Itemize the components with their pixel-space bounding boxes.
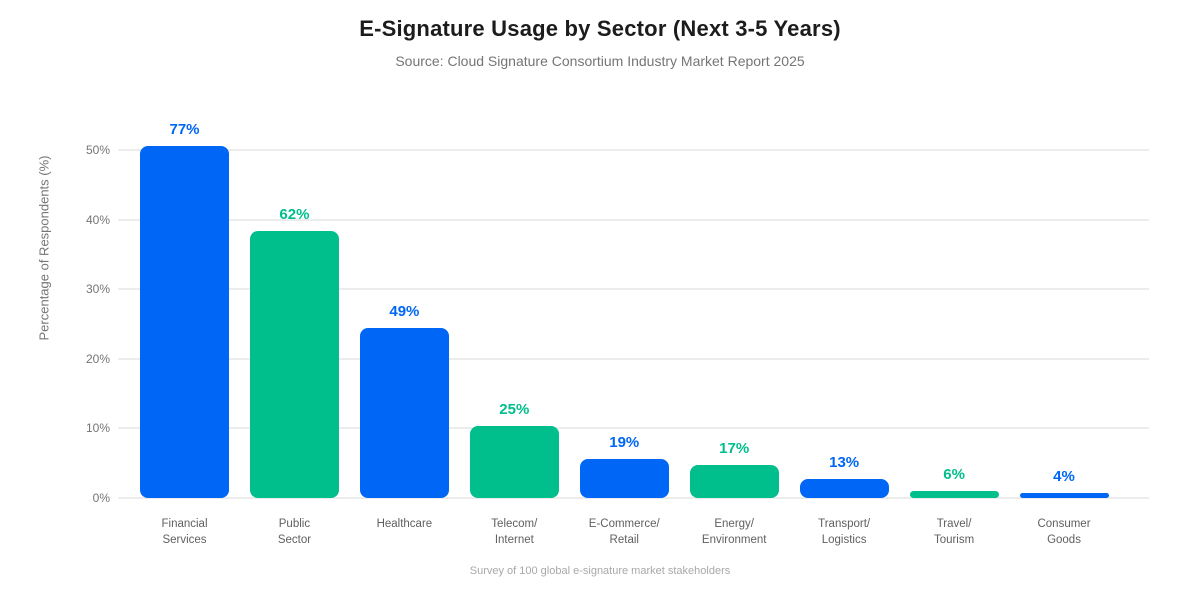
x-axis-label-line: Healthcare: [376, 518, 433, 530]
x-axis-label-line: Transport/: [818, 518, 871, 530]
bar-value-label-energy-environment: 17%: [719, 440, 750, 458]
x-axis-label-line: Travel/: [936, 518, 972, 530]
y-tick-label: 20%: [85, 351, 110, 366]
bar-financial-services: [140, 145, 229, 498]
bar-healthcare: [359, 328, 449, 498]
bar-e-commerce-retail: [579, 459, 669, 498]
x-axis-label-travel-tourism: Travel/Tourism: [898, 516, 1010, 548]
bar-value-label-e-commerce-retail: 19%: [609, 434, 640, 452]
x-axis-label-telecom-internet: Telecom/Internet: [458, 516, 570, 548]
bar-value-label-financial-services: 77%: [169, 120, 200, 138]
gridline-20: [118, 357, 1149, 360]
bar-value-label-public-sector: 62%: [279, 205, 310, 223]
x-axis-label-line: Retail: [609, 534, 639, 546]
chart-footnote: Survey of 100 global e-signature market …: [469, 565, 731, 577]
x-axis-label-transport-logistics: Transport/Logistics: [788, 516, 900, 548]
x-axis-label-line: Consumer: [1037, 518, 1091, 530]
chart-title: E-Signature Usage by Sector (Next 3-5 Ye…: [359, 16, 841, 41]
x-axis-label-line: Environment: [701, 534, 767, 546]
bar-telecom-internet: [469, 426, 559, 498]
bar-transport-logistics: [799, 479, 889, 498]
bar-value-label-travel-tourism: 6%: [943, 466, 965, 484]
x-axis-label-energy-environment: Energy/Environment: [678, 516, 790, 548]
gridline-50: [118, 149, 1149, 151]
y-tick-label: 40%: [85, 212, 110, 227]
x-axis-label-line: Logistics: [821, 534, 867, 546]
y-tick-label: 10%: [85, 421, 110, 436]
x-axis-label-line: Goods: [1047, 534, 1081, 546]
x-axis-label-e-commerce-retail: E-Commerce/Retail: [568, 516, 680, 548]
gridline-40: [118, 218, 1149, 221]
chart-subtitle: Source: Cloud Signature Consortium Indus…: [395, 53, 805, 69]
bar-travel-tourism: [909, 491, 999, 498]
y-tick-label: 30%: [85, 282, 110, 297]
y-tick-label: 50%: [85, 143, 110, 157]
x-axis-label-line: E-Commerce/: [588, 518, 660, 530]
x-axis-label-financial-services: Financial Services: [129, 516, 241, 548]
x-axis-label-line: Sector: [277, 534, 312, 546]
plot-area: 0% 10% 20% 30% 40% 50% 77% Financial Services 62%…: [86, 121, 1149, 546]
x-axis-label-line: Energy/: [714, 518, 754, 530]
x-axis-label-line: Services: [162, 534, 207, 546]
x-axis-label-consumer-goods: Consumer Goods: [1008, 516, 1120, 548]
bar-value-label-telecom-internet: 25%: [499, 401, 530, 419]
bar-value-label-transport-logistics: 13%: [829, 454, 860, 472]
gridline-10: [118, 427, 1149, 430]
x-axis-label-line: Telecom/: [491, 518, 538, 530]
bar-public-sector: [249, 230, 339, 498]
x-axis-label-line: Internet: [494, 534, 534, 546]
gridline-0: [118, 497, 1149, 499]
x-axis-label-line: Public: [278, 518, 311, 530]
bar-value-label-consumer-goods: 4%: [1053, 468, 1075, 486]
x-axis-label-public-sector: Public Sector: [238, 516, 350, 548]
y-tick-label: 0%: [92, 491, 110, 505]
bar-energy-environment: [689, 465, 779, 498]
y-axis-title: Percentage of Respondents (%): [36, 155, 52, 341]
x-axis-label-healthcare: Healthcare: [348, 516, 460, 532]
bar-value-label-healthcare: 49%: [389, 303, 420, 321]
x-axis-label-line: Financial: [161, 518, 208, 530]
bar-consumer-goods: [1019, 493, 1109, 498]
gridline-30: [118, 288, 1149, 291]
x-axis-label-line: Tourism: [933, 534, 975, 546]
